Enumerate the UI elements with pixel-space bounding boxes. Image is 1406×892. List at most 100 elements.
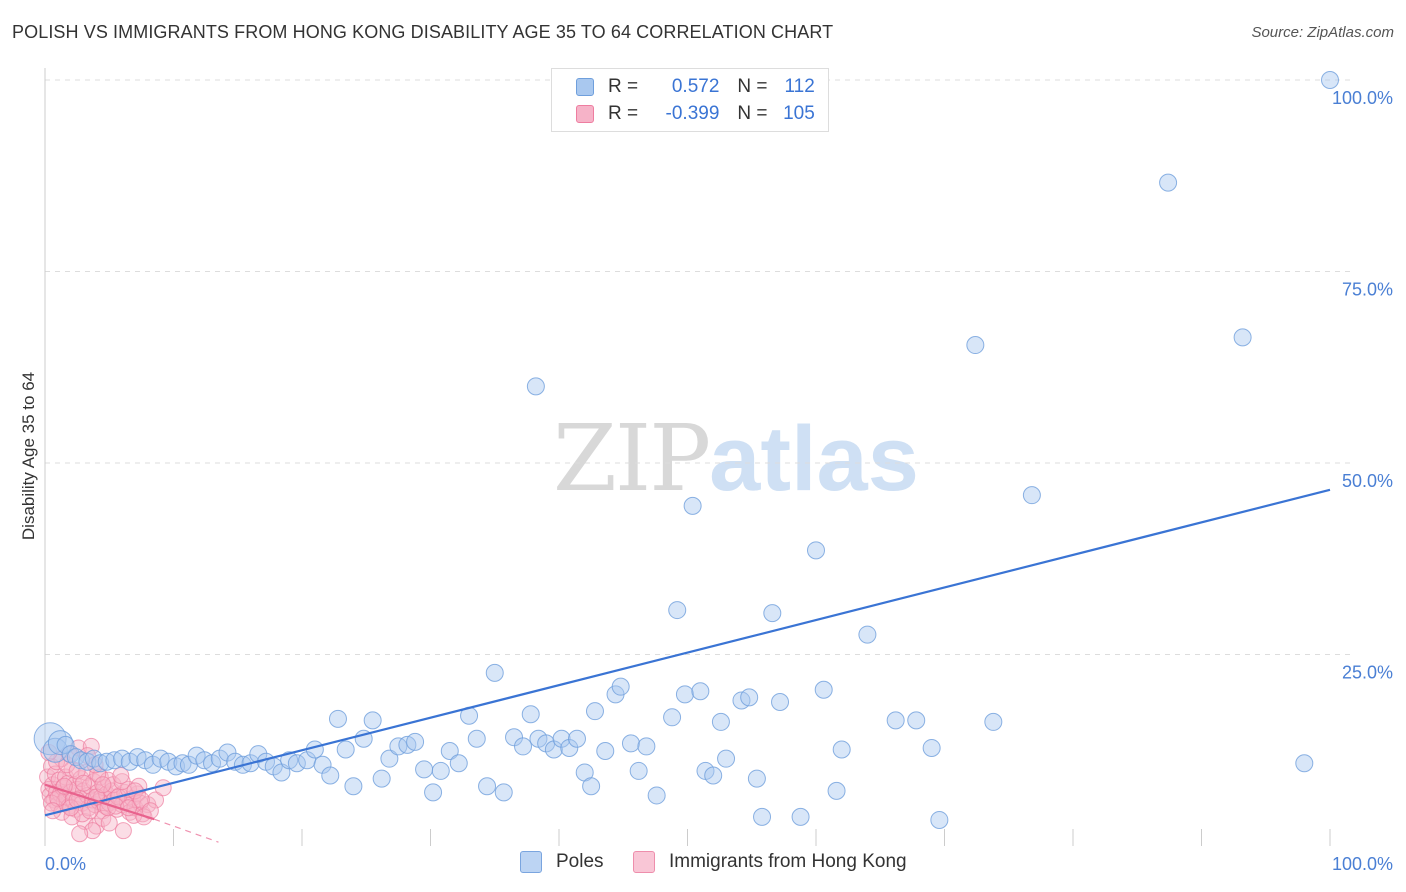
legend-box: R = 0.572 N = 112 R = -0.399 N = 105 <box>551 68 829 132</box>
poles-point <box>344 777 363 796</box>
bottom-legend-label-hk: Immigrants from Hong Kong <box>669 851 907 872</box>
poles-point <box>560 738 579 757</box>
legend-r-value: 0.572 <box>671 76 720 97</box>
watermark-atlas: atlas <box>709 408 919 510</box>
poles-point <box>567 729 586 748</box>
poles-point <box>966 336 985 355</box>
hk-trend-line <box>44 783 155 821</box>
y-tick-label: 100.0% <box>1332 88 1393 108</box>
legend-n-label: N = <box>737 103 768 124</box>
poles-point <box>771 692 790 711</box>
hk-point <box>100 814 118 832</box>
poles-point <box>886 711 905 730</box>
legend-swatch-poles <box>576 78 594 96</box>
legend-n-value: 105 <box>783 103 815 124</box>
bottom-legend-poles: Poles <box>520 851 604 873</box>
poles-point <box>1321 71 1339 89</box>
legend-r-label: R = <box>608 76 639 97</box>
chart-title: POLISH VS IMMIGRANTS FROM HONG KONG DISA… <box>12 22 834 42</box>
poles-point <box>668 601 687 620</box>
axis-layer <box>44 68 1331 846</box>
poles-point <box>984 712 1003 731</box>
poles-point <box>711 712 730 731</box>
poles-point <box>1233 328 1252 347</box>
poles-point <box>1295 754 1314 773</box>
poles-point <box>582 777 601 796</box>
trend-lines-layer <box>44 488 1331 843</box>
hk-point <box>147 791 165 809</box>
poles-point <box>449 754 468 773</box>
hk-point <box>75 774 93 792</box>
poles-points-layer <box>33 71 1339 829</box>
bottom-legend-hk: Immigrants from Hong Kong <box>633 851 907 873</box>
poles-point <box>372 769 391 788</box>
poles-point <box>791 807 810 826</box>
poles-point <box>505 728 524 747</box>
hk-point <box>99 771 117 789</box>
tick-labels-layer: 25.0% 50.0% 75.0% 100.0% 0.0% 100.0% Disabilit… <box>19 88 1393 874</box>
y-axis-title: Disability Age 35 to 64 <box>19 372 38 540</box>
poles-point <box>637 737 656 756</box>
poles-point <box>328 709 347 728</box>
legend-row-poles: R = 0.572 N = 112 <box>576 74 815 100</box>
poles-point <box>621 734 640 753</box>
watermark: ZIPatlas <box>553 405 919 512</box>
legend-n-value: 112 <box>784 76 815 97</box>
poles-point <box>56 735 75 754</box>
poles-point <box>478 777 497 796</box>
poles-point <box>173 754 192 773</box>
poles-point <box>467 729 486 748</box>
hk-point <box>113 773 131 791</box>
poles-point <box>858 625 877 644</box>
poles-point <box>907 711 926 730</box>
poles-point <box>440 742 459 761</box>
poles-point <box>691 682 710 701</box>
legend-swatch-hk <box>576 105 594 123</box>
poles-point <box>629 761 648 780</box>
poles-point <box>71 751 90 770</box>
hk-point <box>94 776 112 794</box>
poles-point <box>363 711 382 730</box>
poles-point <box>218 743 237 762</box>
poles-point <box>1159 173 1178 192</box>
poles-point <box>494 783 513 802</box>
poles-point <box>431 761 450 780</box>
poles-point <box>647 786 666 805</box>
poles-point <box>380 749 399 768</box>
poles-point <box>406 732 425 751</box>
poles-point <box>596 742 615 761</box>
poles-point <box>552 729 571 748</box>
poles-point <box>336 740 355 759</box>
poles-point <box>930 810 949 829</box>
poles-point <box>717 749 736 768</box>
poles-point <box>415 760 434 779</box>
poles-point <box>663 708 682 727</box>
poles-point <box>740 688 759 707</box>
x-tick-label: 100.0% <box>1332 854 1393 874</box>
poles-point <box>832 740 851 759</box>
x-tick-label: 0.0% <box>45 854 86 874</box>
hk-trend-extension <box>154 818 219 843</box>
y-tick-label: 50.0% <box>1342 471 1393 491</box>
hk-point <box>44 802 62 820</box>
hk-point <box>84 822 102 840</box>
y-tick-label: 75.0% <box>1342 280 1393 300</box>
bottom-legend-swatch-poles <box>520 851 542 873</box>
poles-point <box>763 604 782 623</box>
poles-point <box>389 737 408 756</box>
poles-point <box>249 745 268 764</box>
poles-point <box>827 781 846 800</box>
hk-point <box>81 802 99 820</box>
poles-point <box>424 783 443 802</box>
bottom-legend: Poles Immigrants from Hong Kong <box>0 851 1406 877</box>
poles-point <box>747 769 766 788</box>
poles-point <box>1022 486 1041 505</box>
poles-point <box>526 377 545 396</box>
source-credit: Source: ZipAtlas.com <box>1251 24 1394 41</box>
watermark-zip: ZIP <box>553 405 711 512</box>
poles-point <box>683 496 702 515</box>
poles-point <box>807 541 825 560</box>
poles-point <box>66 748 85 767</box>
legend-r-label: R = <box>608 103 639 124</box>
